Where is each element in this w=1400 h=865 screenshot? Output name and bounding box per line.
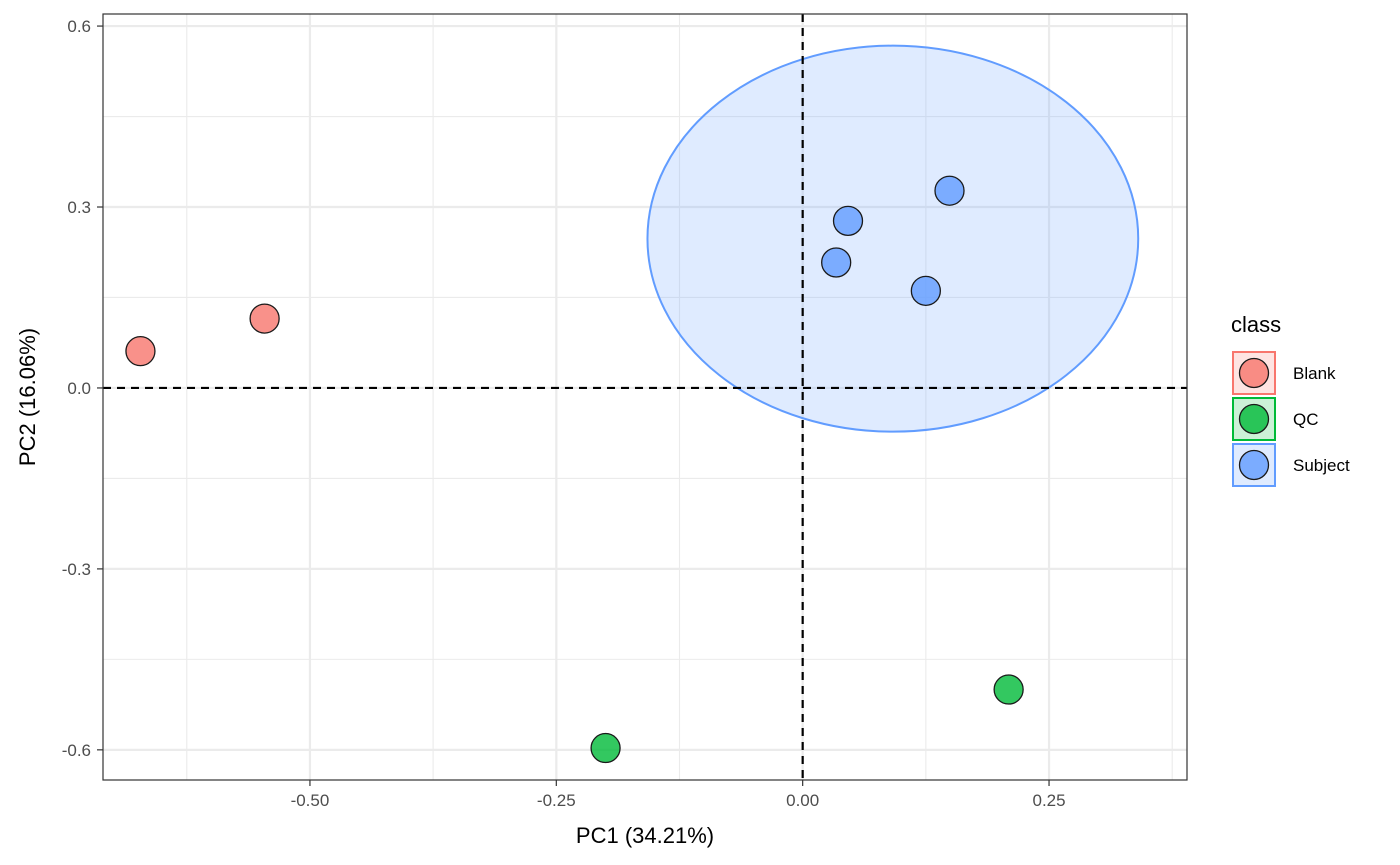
legend-marker-qc (1238, 403, 1270, 435)
x-tick-label: 0.25 (1032, 791, 1065, 810)
legend-label-blank: Blank (1293, 364, 1336, 383)
y-tick-label: 0.0 (67, 379, 91, 398)
legend-marker-subject (1238, 449, 1270, 481)
x-axis-title: PC1 (34.21%) (576, 823, 714, 848)
confidence-ellipses (646, 44, 1140, 433)
y-tick-label: 0.6 (67, 17, 91, 36)
x-tick-label: -0.50 (291, 791, 330, 810)
point-blank-1 (125, 336, 156, 367)
axis-ticks: -0.50 -0.25 0.00 0.25 -0.6 -0.3 0.0 0.3 0.6 (62, 17, 1066, 810)
point-subject-2 (821, 247, 852, 278)
y-axis-title: PC2 (16.06%) (15, 328, 40, 466)
y-tick-label: -0.6 (62, 741, 91, 760)
legend-title: class (1231, 312, 1281, 337)
legend-label-qc: QC (1293, 410, 1319, 429)
x-tick-label: 0.00 (786, 791, 819, 810)
point-qc-2 (993, 674, 1024, 705)
data-points (125, 175, 1024, 764)
point-blank-2 (249, 303, 280, 334)
point-subject-1 (832, 205, 864, 237)
y-tick-label: 0.3 (67, 198, 91, 217)
panel-border (102, 13, 1188, 781)
point-subject-4 (910, 275, 942, 306)
ellipse-subject (646, 44, 1140, 433)
point-qc-1 (590, 732, 621, 764)
legend: class Blank QC Subject (1231, 312, 1350, 487)
y-tick-label: -0.3 (62, 560, 91, 579)
reference-lines (103, 14, 1187, 780)
x-tick-label: -0.25 (537, 791, 576, 810)
point-subject-3 (934, 175, 965, 206)
legend-marker-blank (1238, 357, 1270, 389)
legend-label-subject: Subject (1293, 456, 1350, 475)
